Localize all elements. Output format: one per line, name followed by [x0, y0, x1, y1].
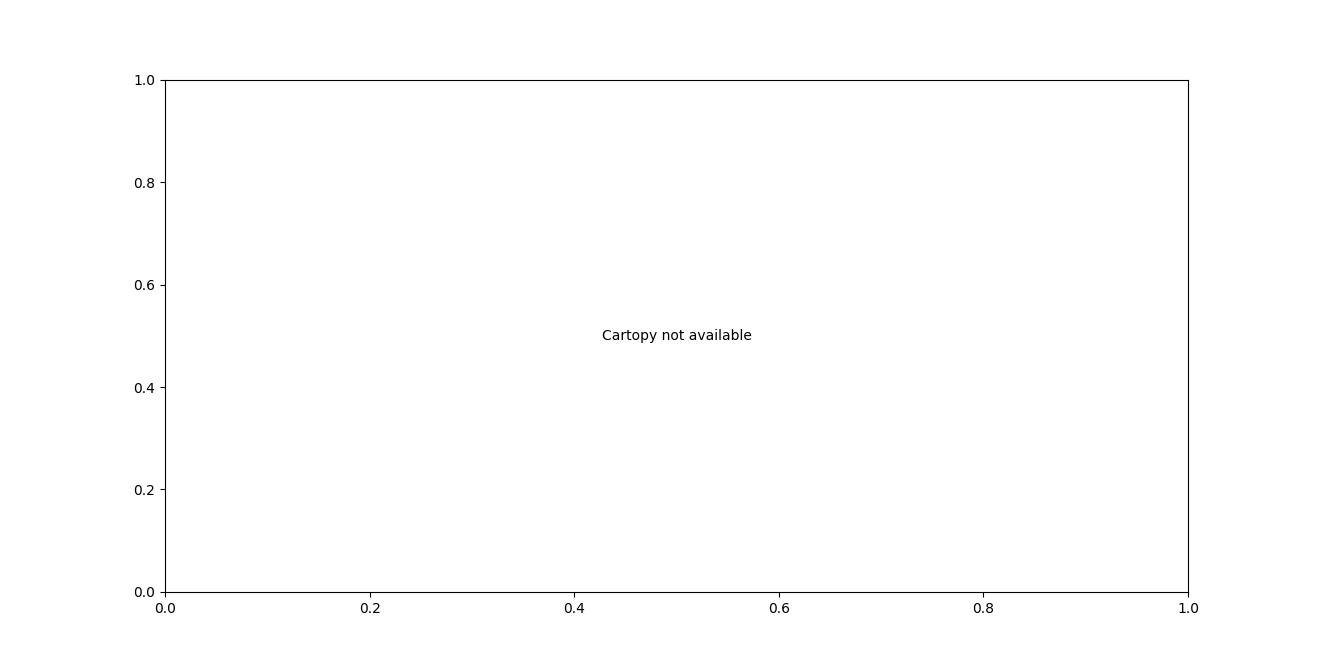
- Text: Cartopy not available: Cartopy not available: [602, 329, 751, 343]
